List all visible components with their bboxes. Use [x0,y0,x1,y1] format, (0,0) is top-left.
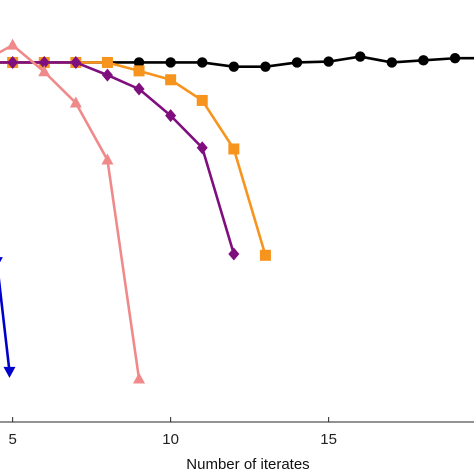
data-point [197,57,208,68]
x-tick-label: 5 [8,431,16,448]
data-point [133,57,145,68]
data-point [259,249,271,261]
data-point [0,257,3,263]
data-point [38,65,51,77]
data-point [228,61,240,72]
data-point [228,247,240,261]
data-point [133,82,145,96]
x-tick-label: 15 [320,431,337,448]
series-3 [0,55,240,261]
data-point [228,143,240,155]
data-point [101,68,113,82]
data-point [165,109,177,123]
data-point [449,53,461,64]
x-tick-label: 10 [162,431,179,448]
data-point [69,96,82,108]
series-5 [0,257,16,378]
data-point [386,57,398,68]
series-line [0,277,11,372]
chart-marks [0,38,474,384]
data-point [38,55,50,69]
data-point [260,61,271,72]
data-point [70,55,82,69]
data-point [101,153,114,165]
data-point [418,55,429,66]
data-point [355,51,366,62]
data-point [3,366,16,378]
data-point [133,65,145,77]
series-line [0,43,141,380]
data-point [196,94,208,106]
data-point [101,56,113,68]
data-point [133,372,146,384]
data-point [6,38,19,50]
x-axis-label: Number of iterates [186,456,309,473]
data-point [291,57,303,68]
series-4 [0,38,146,384]
data-point [196,141,208,155]
data-point [165,57,176,68]
data-point [7,55,19,69]
data-point [165,74,177,86]
data-point [323,56,334,67]
x-axis-ticks: 5 10 15 [8,417,337,448]
